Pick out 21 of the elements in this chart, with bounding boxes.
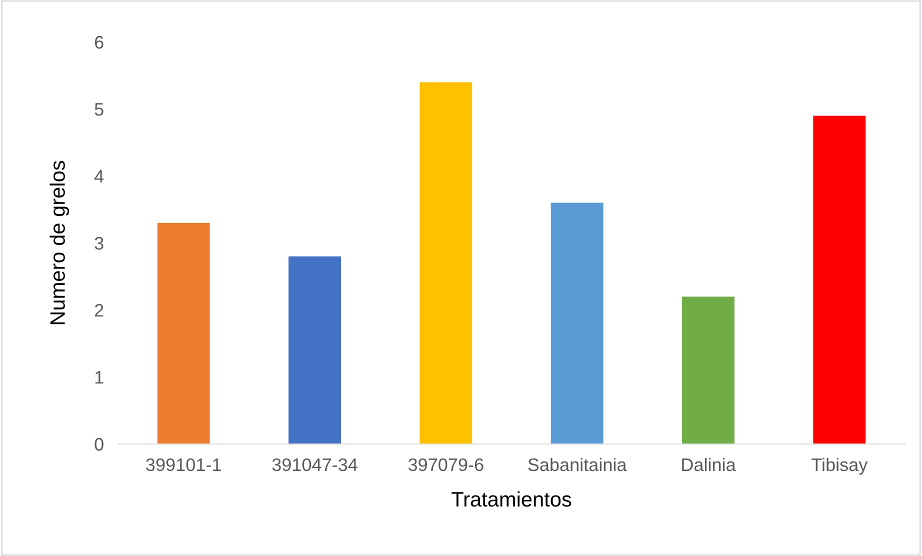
bar — [682, 296, 734, 444]
x-tick-label: 391047-34 — [272, 458, 358, 472]
bar — [813, 116, 866, 444]
y-tick-label: 0 — [94, 438, 104, 451]
bar — [420, 82, 472, 444]
y-tick-label: 3 — [94, 236, 104, 250]
y-tick-label: 5 — [94, 103, 104, 116]
bar — [157, 222, 210, 444]
y-tick-label: 1 — [95, 371, 104, 384]
y-axis-title: Numero de grelos — [50, 160, 70, 324]
x-tick-label: Tibisay — [812, 458, 868, 475]
x-axis-title: Tratamientos — [452, 491, 572, 507]
x-tick-label: 397079-6 — [408, 458, 484, 472]
bar — [550, 202, 604, 444]
y-tick-label: 2 — [94, 304, 104, 317]
bar — [288, 256, 341, 444]
x-tick-label: Sabanitainia — [528, 458, 627, 472]
y-tick-label: 6 — [94, 36, 104, 49]
y-tick-label: 4 — [94, 170, 104, 183]
x-tick-label: 399101-1 — [146, 458, 221, 472]
x-tick-label: Dalinia — [682, 458, 736, 472]
